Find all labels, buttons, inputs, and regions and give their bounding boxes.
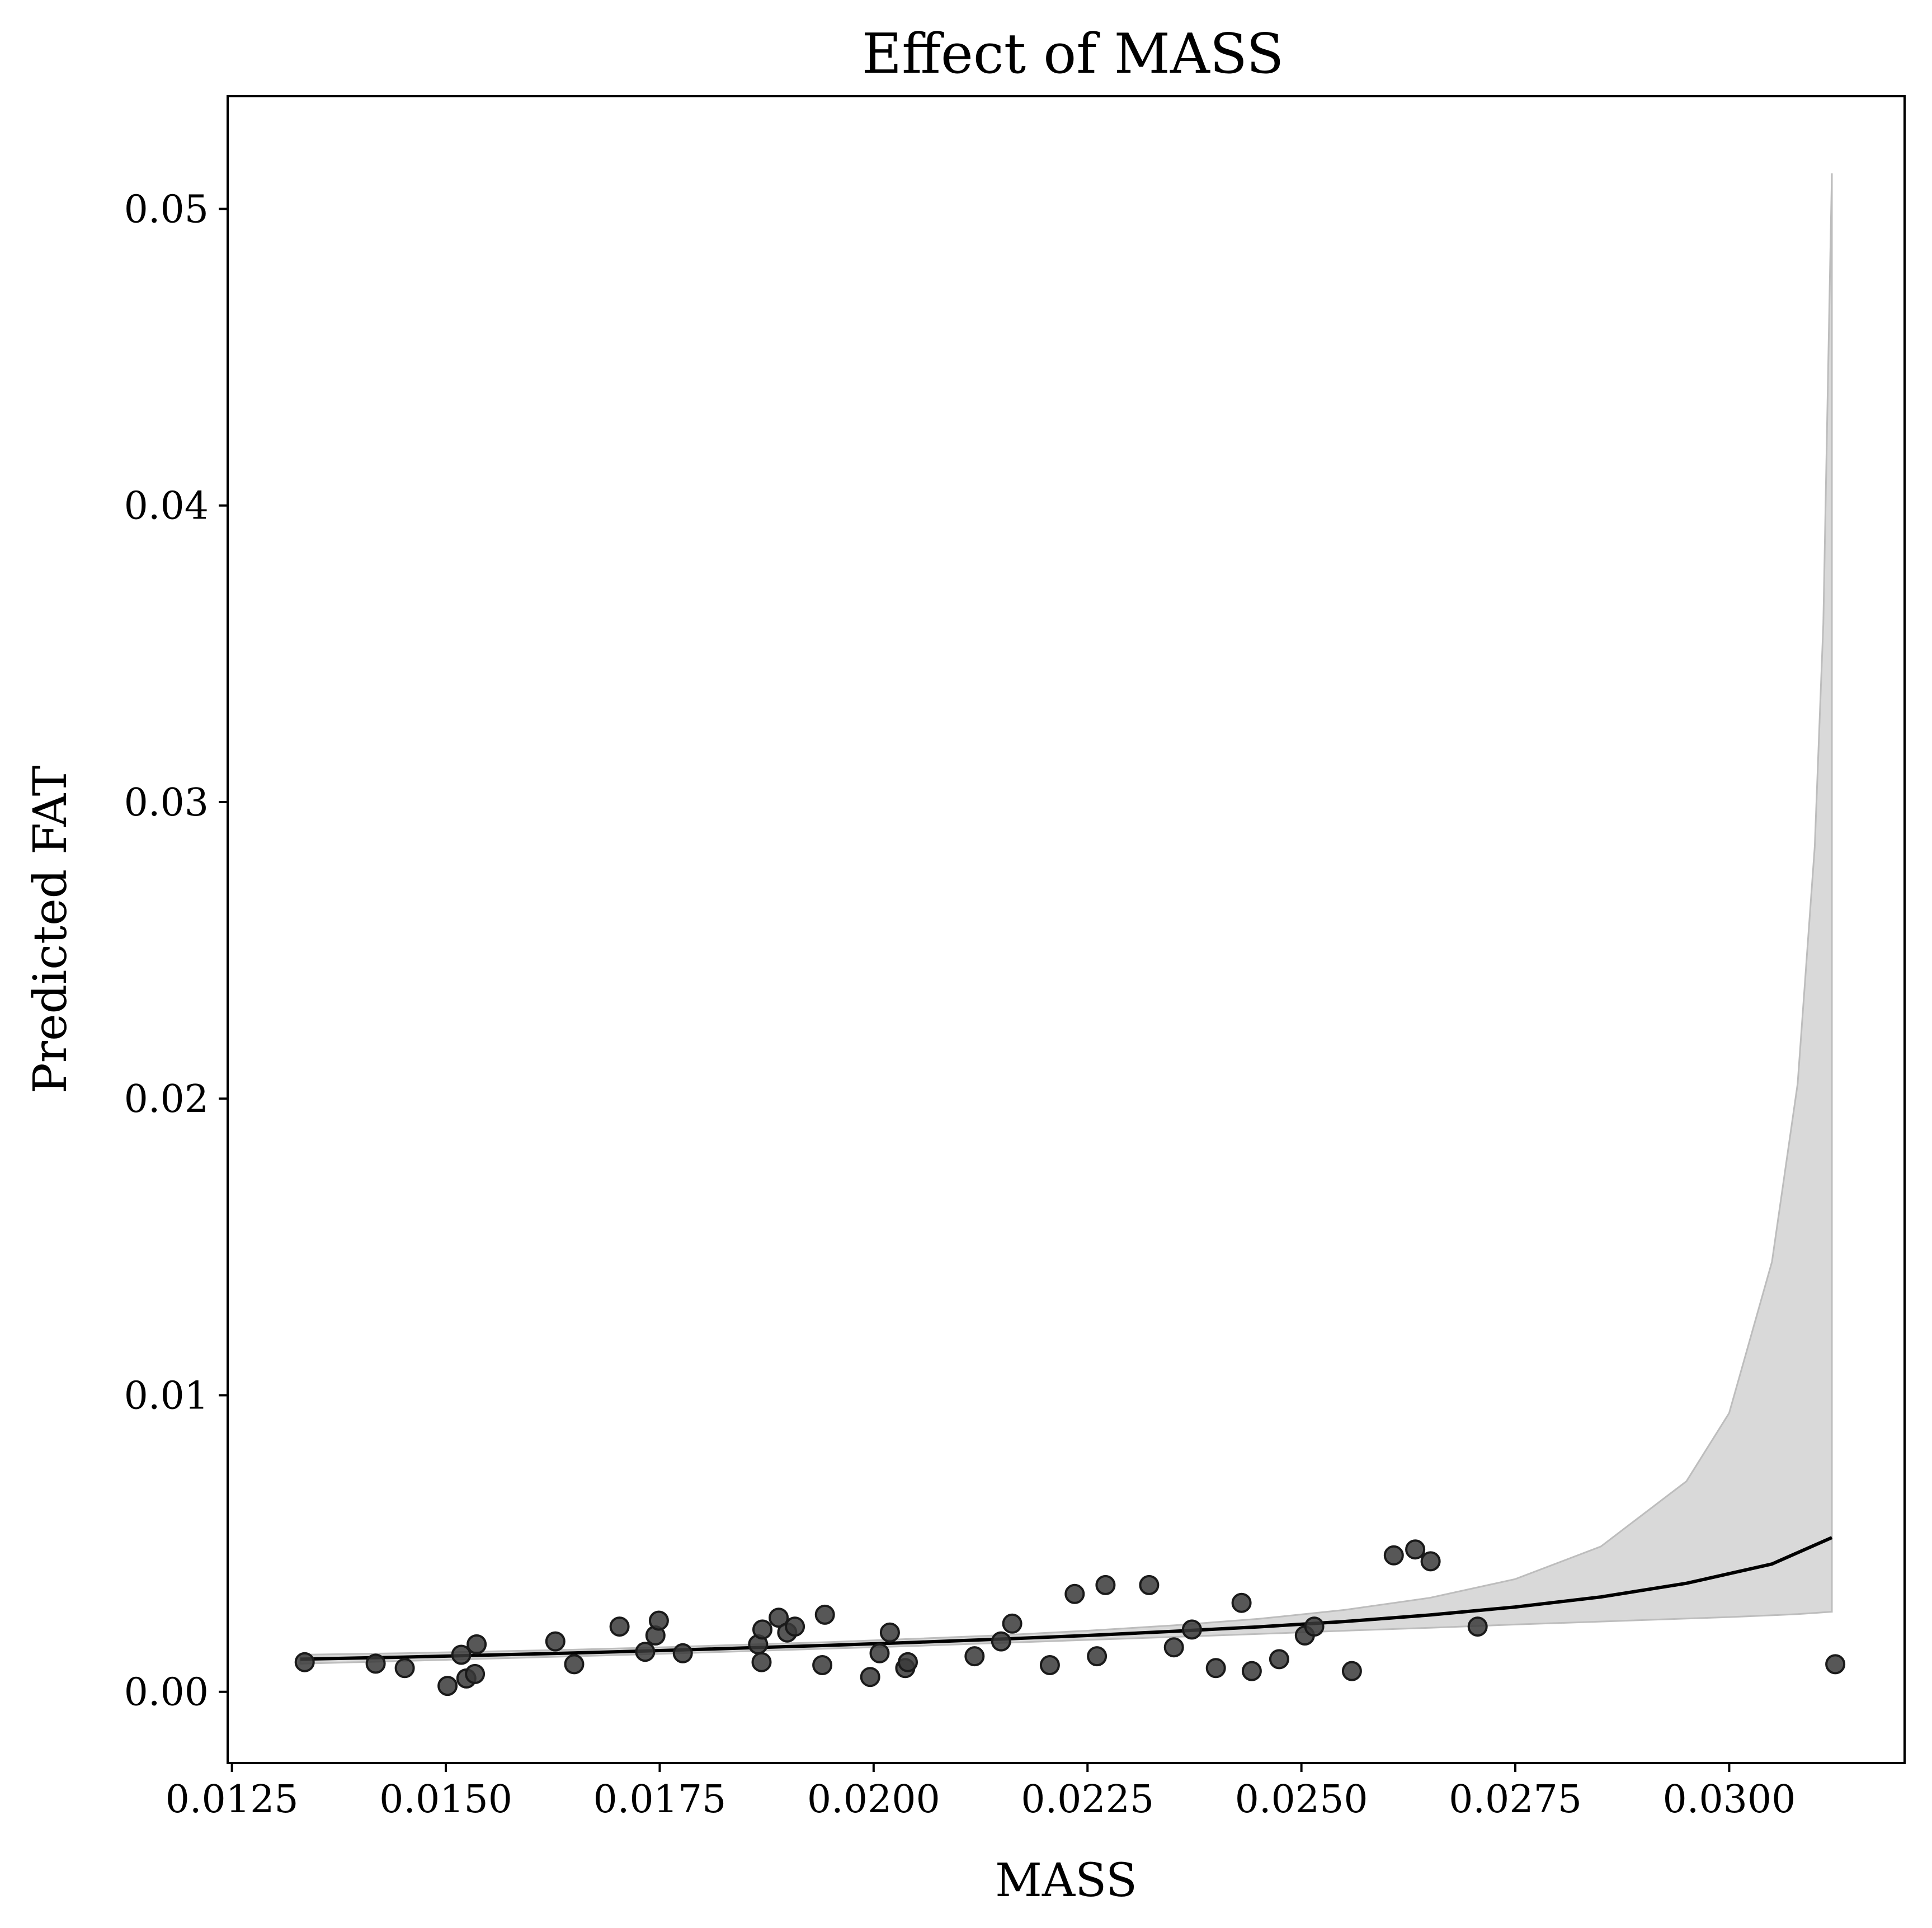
y-tick-label: 0.04 [124,484,209,529]
data-point [1181,1619,1202,1640]
data-point [1064,1583,1085,1604]
fit-line [300,1536,1833,1661]
plot-area [294,173,1846,1696]
data-point [964,1646,985,1667]
data-point [609,1616,630,1637]
data-point [1039,1655,1060,1675]
data-point [1087,1646,1108,1667]
y-tick-label: 0.00 [124,1671,209,1715]
data-point [1467,1616,1488,1637]
x-tick-label: 0.0125 [166,1778,299,1822]
data-point [635,1642,656,1662]
data-point [1269,1649,1289,1670]
data-point [545,1631,566,1652]
y-tick-label: 0.01 [124,1374,209,1418]
data-point [294,1652,315,1672]
data-point [648,1610,669,1631]
data-point [437,1676,458,1696]
x-tick-label: 0.0275 [1449,1778,1582,1822]
confidence-band [299,173,1833,1665]
data-point [1405,1539,1426,1560]
x-tick-label: 0.0300 [1662,1778,1796,1822]
data-point [1383,1545,1404,1566]
y-axis-label: Predicted FAT [24,766,77,1094]
data-point [672,1643,693,1663]
chart-title: Effect of MASS [862,22,1284,86]
data-point [466,1634,487,1654]
data-point [564,1654,585,1675]
data-point [814,1604,835,1625]
x-tick-label: 0.0150 [379,1778,512,1822]
data-point [1241,1661,1262,1681]
data-point [991,1631,1011,1652]
data-point [1420,1551,1441,1572]
x-tick-label: 0.0175 [593,1778,726,1822]
x-axis-label: MASS [995,1854,1137,1907]
data-point [869,1643,890,1663]
data-point [751,1652,772,1672]
data-point [1002,1613,1022,1634]
data-point [1231,1592,1252,1613]
axes-frame [227,95,1906,1764]
x-tick-label: 0.0225 [1021,1778,1154,1822]
data-point [860,1667,880,1687]
data-point [465,1663,486,1684]
data-point [394,1658,415,1679]
data-point [451,1644,472,1665]
y-tick-label: 0.02 [124,1077,209,1121]
data-point [769,1608,789,1628]
data-point [1341,1661,1362,1681]
x-tick-label: 0.0200 [807,1778,940,1822]
y-tick-label: 0.03 [124,781,209,825]
x-axis: 0.0125 0.0150 0.0175 0.0200 0.0225 0.0250 0.02… [166,1763,1796,1822]
data-point [1825,1654,1846,1675]
data-point [785,1616,805,1637]
data-point [1205,1658,1226,1679]
data-point [365,1653,386,1674]
y-axis: 0.00 0.01 0.02 0.03 0.04 0.05 [124,187,228,1715]
y-tick-label: 0.05 [124,187,209,232]
data-point [879,1622,900,1643]
data-point [1304,1616,1325,1637]
data-point [1139,1575,1160,1595]
data-point [1163,1637,1184,1658]
x-tick-label: 0.0250 [1235,1778,1368,1822]
data-point [812,1655,833,1675]
data-point [1095,1575,1116,1595]
data-point [898,1652,918,1672]
data-point [752,1619,772,1640]
